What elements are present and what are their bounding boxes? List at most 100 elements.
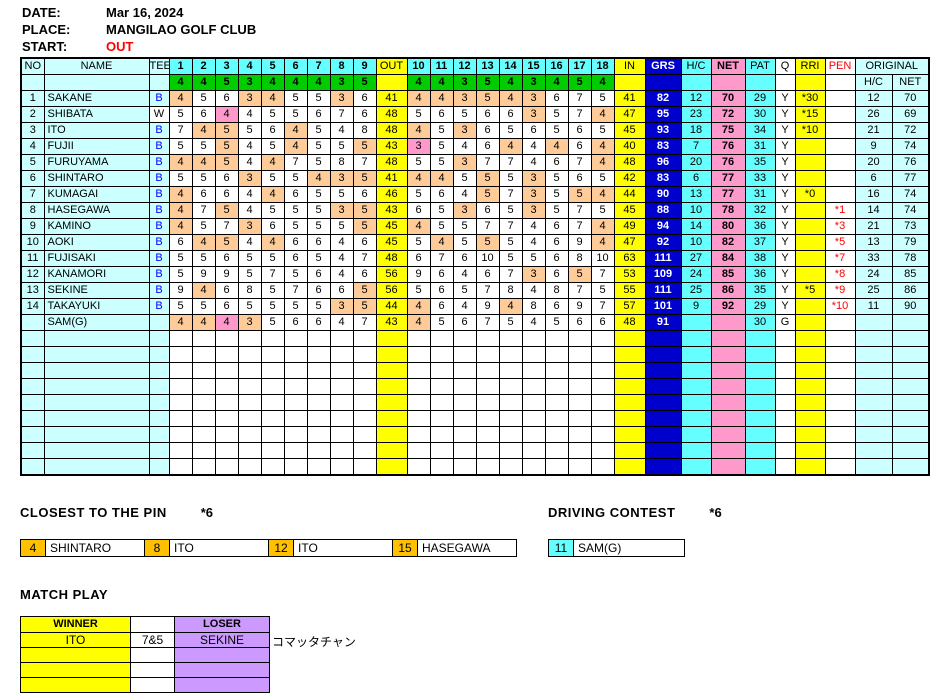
gross-cell[interactable]: 82 (644, 90, 682, 107)
out-total-cell[interactable]: 48 (375, 106, 408, 123)
rri-cell[interactable] (794, 202, 826, 219)
empty-cell[interactable] (824, 378, 856, 395)
hole-score-cell[interactable]: 4 (521, 138, 546, 155)
col-header-no[interactable]: NO (20, 57, 45, 75)
empty-cell[interactable] (710, 426, 746, 443)
original-handicap-cell[interactable]: 21 (854, 218, 893, 235)
empty-cell[interactable] (283, 394, 308, 411)
hole-score-cell[interactable]: 6 (544, 90, 569, 107)
empty-cell[interactable] (352, 394, 377, 411)
hole-header[interactable]: 16 (544, 57, 569, 75)
pin-winner-cell[interactable]: HASEGAWA (417, 539, 517, 557)
in-total-cell[interactable]: 47 (613, 106, 646, 123)
hole-score-cell[interactable]: 7 (567, 106, 592, 123)
original-handicap-cell[interactable]: 9 (854, 138, 893, 155)
empty-cell[interactable] (43, 394, 150, 411)
putts-cell[interactable]: 37 (744, 234, 776, 251)
empty-cell[interactable] (521, 410, 546, 427)
hole-score-cell[interactable]: 4 (260, 154, 285, 171)
col-header-name[interactable]: NAME (43, 57, 150, 75)
hole-header[interactable]: 10 (406, 57, 431, 75)
player-name-cell[interactable]: AOKI (43, 234, 150, 251)
blank-cell[interactable] (744, 74, 776, 91)
hole-score-cell[interactable]: 6 (544, 250, 569, 267)
empty-cell[interactable] (567, 426, 592, 443)
in-total-cell[interactable]: 45 (613, 122, 646, 139)
empty-cell[interactable] (306, 394, 331, 411)
hole-score-cell[interactable]: 9 (567, 298, 592, 315)
hole-score-cell[interactable]: 6 (214, 298, 239, 315)
q-cell[interactable]: Y (774, 90, 796, 107)
empty-cell[interactable] (375, 394, 408, 411)
player-name-cell[interactable]: KUMAGAI (43, 186, 150, 203)
hole-score-cell[interactable]: 7 (260, 266, 285, 283)
hole-score-cell[interactable]: 3 (521, 202, 546, 219)
empty-cell[interactable] (168, 442, 193, 459)
player-no-cell[interactable]: 2 (20, 106, 45, 123)
empty-cell[interactable] (794, 330, 826, 347)
empty-cell[interactable] (475, 410, 500, 427)
hole-header[interactable]: 6 (283, 57, 308, 75)
empty-cell[interactable] (375, 362, 408, 379)
hole-score-cell[interactable]: 5 (329, 138, 354, 155)
empty-cell[interactable] (20, 394, 45, 411)
hole-score-cell[interactable]: 7 (498, 218, 523, 235)
hole-score-cell[interactable]: 6 (429, 298, 454, 315)
hole-score-cell[interactable]: 5 (283, 298, 308, 315)
hole-score-cell[interactable]: 3 (521, 106, 546, 123)
hole-score-cell[interactable]: 4 (521, 154, 546, 171)
hole-score-cell[interactable]: 3 (521, 170, 546, 187)
net-cell[interactable]: 75 (710, 122, 746, 139)
hole-score-cell[interactable]: 5 (168, 138, 193, 155)
empty-cell[interactable] (452, 442, 477, 459)
hole-score-cell[interactable]: 3 (237, 90, 262, 107)
empty-cell[interactable] (406, 346, 431, 363)
in-total-cell[interactable]: 41 (613, 90, 646, 107)
empty-cell[interactable] (452, 378, 477, 395)
original-handicap-cell[interactable]: 21 (854, 122, 893, 139)
empty-cell[interactable] (352, 410, 377, 427)
in-total-cell[interactable]: 55 (613, 282, 646, 299)
empty-cell[interactable] (214, 346, 239, 363)
empty-cell[interactable] (854, 426, 893, 443)
empty-cell[interactable] (406, 378, 431, 395)
handicap-cell[interactable]: 27 (680, 250, 712, 267)
hole-score-cell[interactable]: 5 (352, 282, 377, 299)
hole-score-cell[interactable]: 8 (544, 282, 569, 299)
hole-score-cell[interactable]: 5 (498, 250, 523, 267)
hole-score-cell[interactable]: 4 (260, 234, 285, 251)
empty-cell[interactable] (283, 426, 308, 443)
empty-cell[interactable] (680, 330, 712, 347)
empty-cell[interactable] (613, 346, 646, 363)
empty-cell[interactable] (352, 330, 377, 347)
hole-score-cell[interactable]: 7 (352, 314, 377, 331)
tee-cell[interactable]: B (148, 218, 170, 235)
empty-cell[interactable] (237, 346, 262, 363)
rri-cell[interactable] (794, 298, 826, 315)
original-net-cell[interactable]: 79 (891, 234, 930, 251)
hole-score-cell[interactable]: 5 (498, 170, 523, 187)
empty-cell[interactable] (544, 394, 569, 411)
par-cell[interactable]: 3 (237, 74, 262, 91)
in-total-cell[interactable]: 48 (613, 314, 646, 331)
hole-score-cell[interactable]: 6 (475, 202, 500, 219)
hole-score-cell[interactable]: 5 (452, 234, 477, 251)
original-handicap-cell[interactable]: 24 (854, 266, 893, 283)
hole-score-cell[interactable]: 5 (429, 202, 454, 219)
hole-score-cell[interactable]: 5 (214, 234, 239, 251)
original-handicap-cell[interactable]: 26 (854, 106, 893, 123)
empty-cell[interactable] (174, 662, 270, 678)
hole-score-cell[interactable]: 7 (498, 266, 523, 283)
pen-cell[interactable]: *7 (824, 250, 856, 267)
hole-score-cell[interactable]: 6 (544, 298, 569, 315)
hole-score-cell[interactable]: 6 (590, 314, 615, 331)
hole-score-cell[interactable]: 8 (237, 282, 262, 299)
gross-cell[interactable]: 91 (644, 314, 682, 331)
hole-score-cell[interactable]: 10 (590, 250, 615, 267)
col-header-original[interactable]: ORIGINAL (854, 57, 930, 75)
par-cell[interactable]: 4 (406, 74, 431, 91)
putts-cell[interactable]: 33 (744, 170, 776, 187)
empty-cell[interactable] (237, 458, 262, 476)
putts-cell[interactable]: 32 (744, 202, 776, 219)
empty-cell[interactable] (452, 394, 477, 411)
